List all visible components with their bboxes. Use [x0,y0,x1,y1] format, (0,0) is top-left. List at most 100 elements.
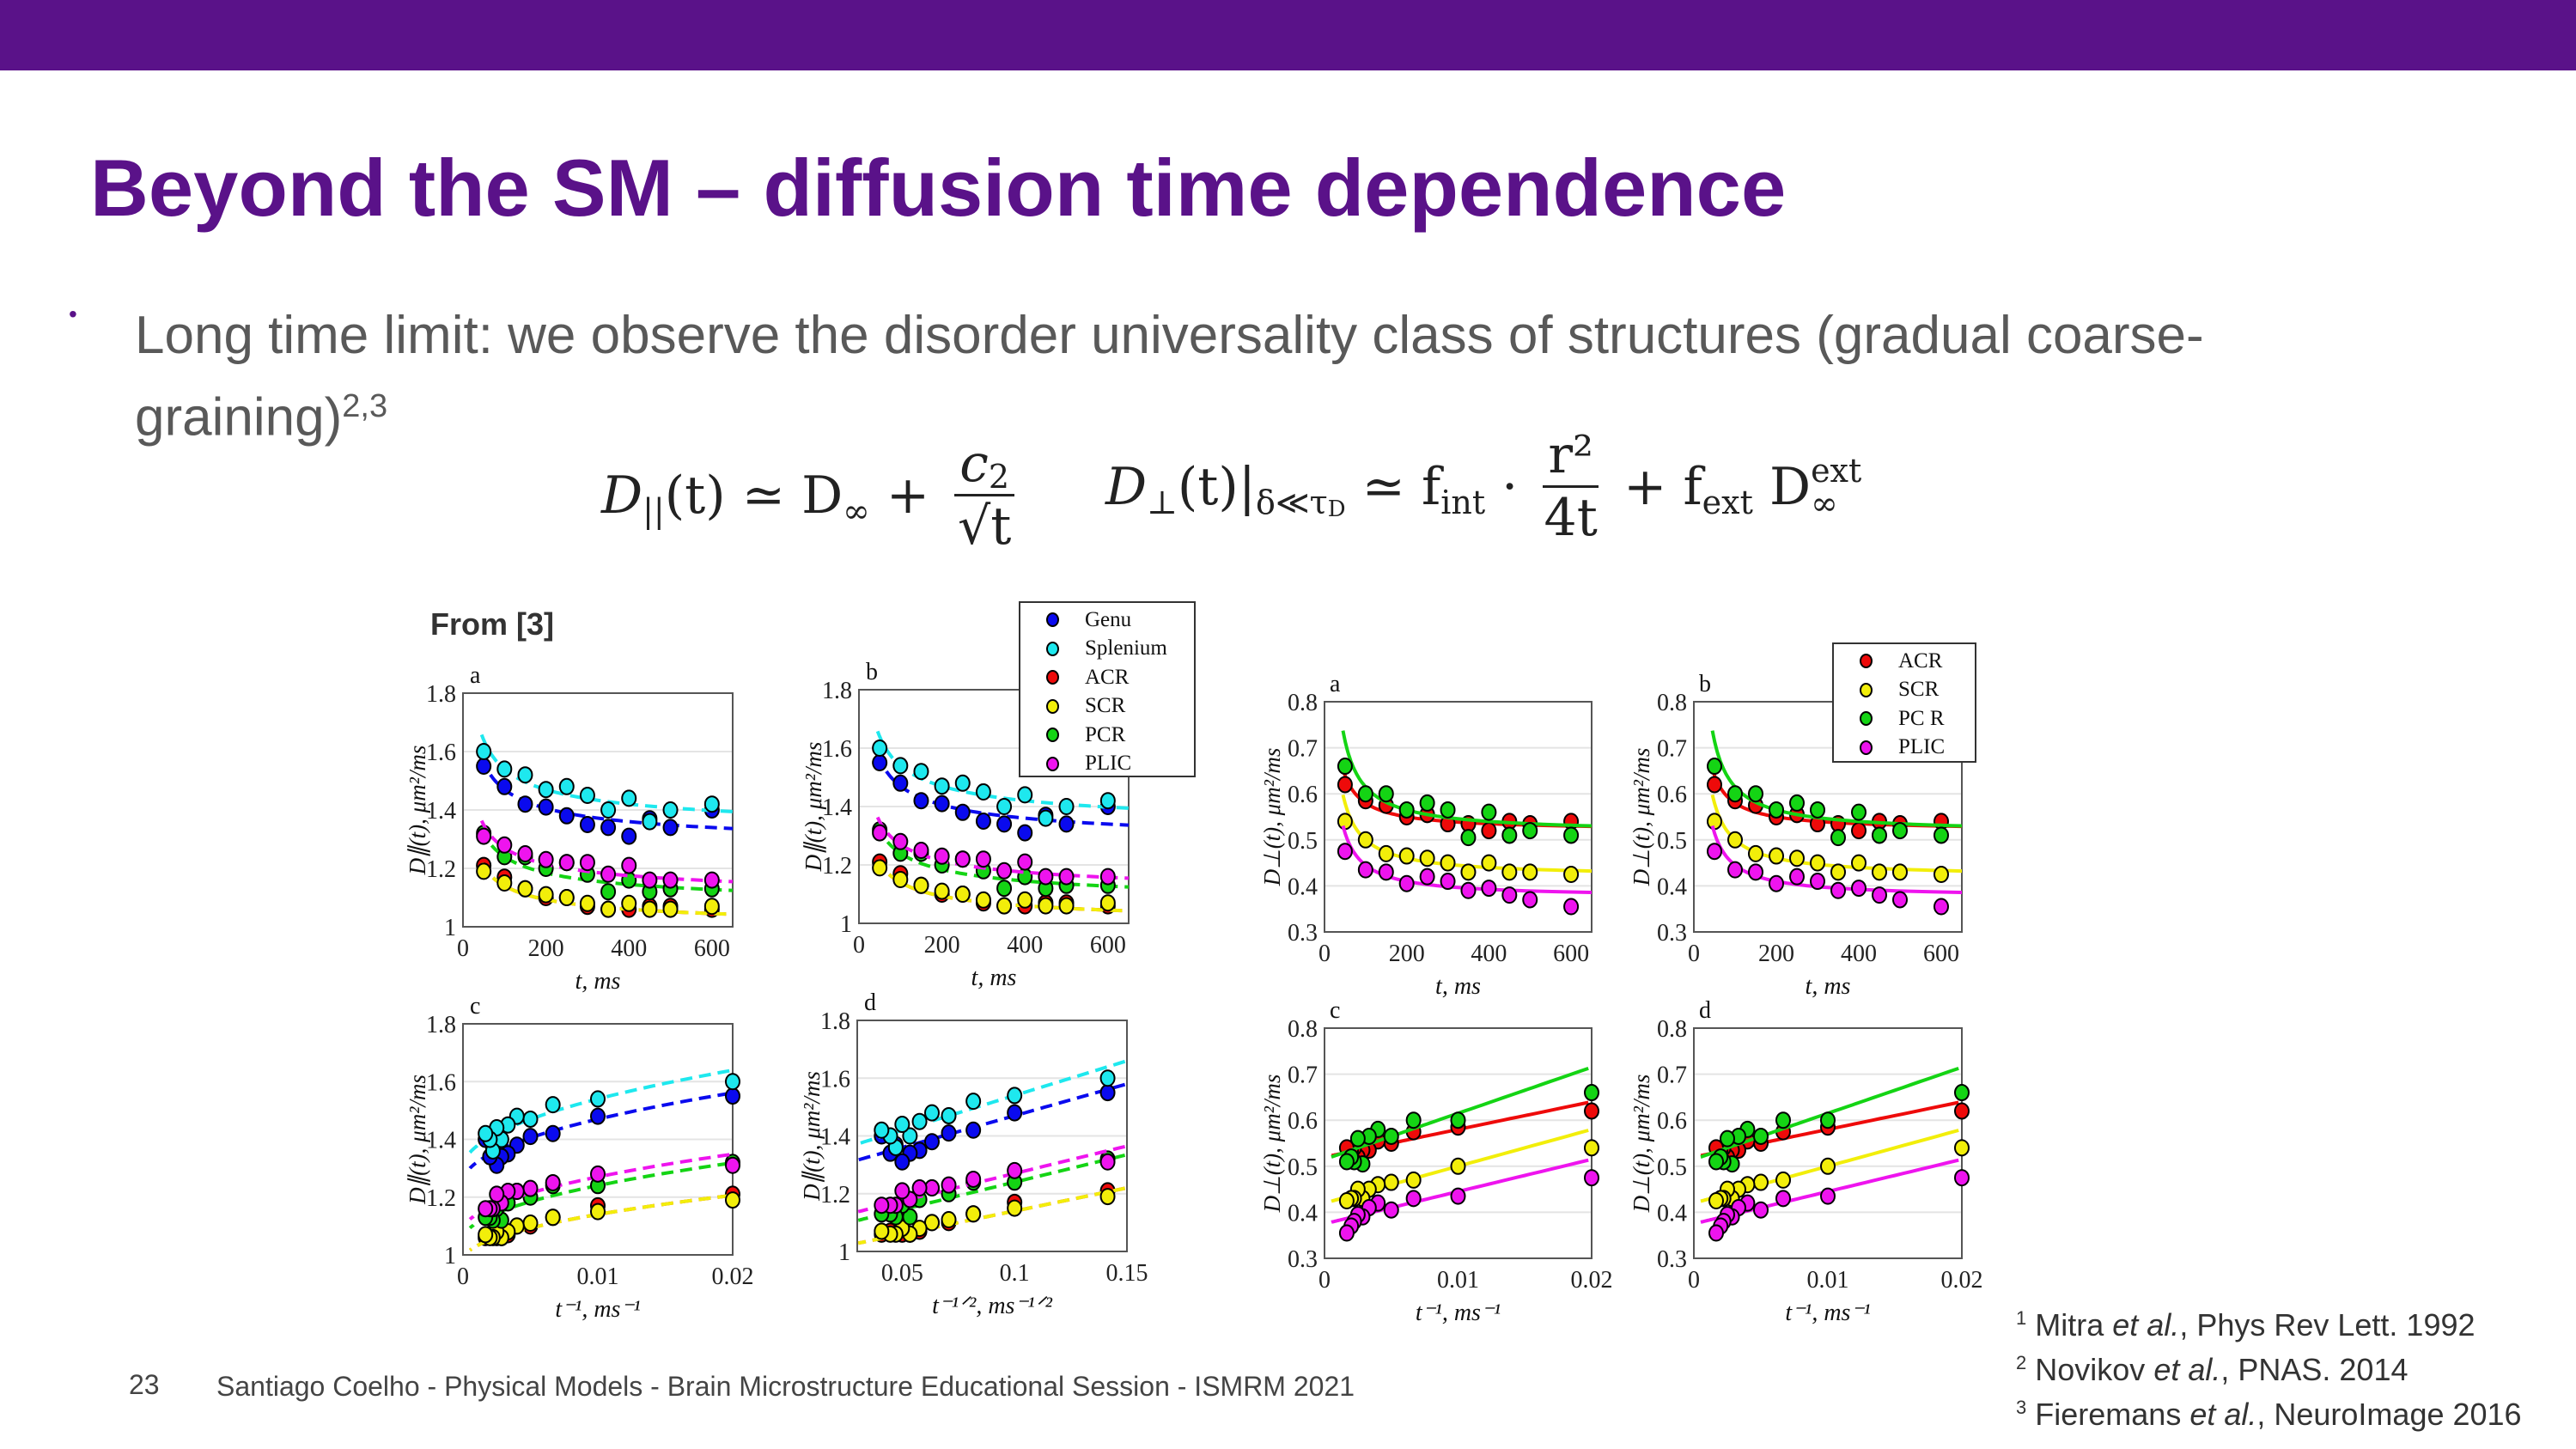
data-point-plic [662,871,679,889]
data-point-pcr [1440,801,1456,819]
y-tick-label: 0.8 [1657,690,1687,716]
data-point-scr [1038,897,1054,915]
data-point-plic [1450,1187,1466,1205]
x-tick-label: 200 [528,935,564,962]
data-point-scr [538,886,554,904]
data-point-pcr [1707,758,1722,776]
data-point-scr [941,1211,957,1229]
data-point-acr [1584,1102,1599,1120]
data-point-scr [517,880,533,898]
data-point-pcr [600,883,617,901]
data-point-plic [590,1165,606,1183]
data-point-genu [496,777,513,795]
data-point-scr [1775,1171,1791,1189]
data-point-scr [1058,897,1075,915]
data-point-genu [913,792,929,810]
data-point-genu [600,819,617,837]
data-point-plic [496,836,513,854]
data-point-genu [590,1107,606,1125]
reference-1: 1 Mitra et al., Phys Rev Lett. 1992 [2016,1307,2476,1343]
data-point-plic [1378,863,1394,881]
x-axis-label: t⁻¹ᐟ², ms⁻¹ᐟ² [932,1293,1052,1319]
data-point-plic [1398,874,1415,892]
data-point-plic [600,865,617,883]
y-axis-label: D∥(t), μm²/ms [405,1075,430,1205]
data-point-plic [703,871,720,889]
y-tick-label: 0.3 [1288,1246,1318,1273]
data-point-splenium [894,1116,910,1134]
x-tick-label: 0 [457,935,469,962]
fit-line-acr [1341,768,1592,829]
data-point-plic [517,845,533,862]
data-point-scr [1753,1173,1769,1191]
data-point-splenium [996,798,1013,815]
data-point-pcr [1501,826,1518,844]
data-point-splenium [923,1104,940,1122]
eq-term: D [601,465,643,526]
y-tick-label: 0.6 [1288,1108,1318,1135]
data-point-splenium [1099,792,1116,810]
data-point-genu [1007,1104,1023,1122]
data-point-plic [1038,868,1054,886]
data-point-plic [522,1179,539,1197]
y-tick-label: 1.2 [426,1185,456,1212]
y-tick-label: 0.3 [1288,920,1318,947]
data-point-plic [1522,891,1538,909]
data-point-plic [941,1176,957,1194]
plot-frame [1693,701,1963,933]
data-point-scr [1727,831,1743,849]
y-tick-label: 0.8 [1288,1016,1318,1043]
y-tick-label: 1.4 [426,798,456,825]
ref-num: 1 [2016,1307,2027,1329]
y-axis-label: D⊥(t), μm²/ms [1629,748,1654,887]
y-tick-label: 1 [838,1239,850,1266]
data-point-acr [1954,1102,1970,1120]
y-tick-label: 1.2 [426,856,456,883]
data-point-scr [1338,1192,1355,1209]
data-point-plic [579,854,595,872]
data-point-scr [1398,847,1415,865]
data-point-plic [1383,1201,1399,1219]
legend-item: PLIC [1020,750,1194,779]
data-point-pcr [1708,1153,1724,1171]
data-point-splenium [902,1127,918,1145]
y-axis-label: D∥(t), μm²/ms [801,742,826,873]
legend-marker-icon [1046,641,1059,656]
data-point-genu [934,795,950,813]
y-tick-label: 1.8 [426,1012,456,1038]
x-axis-label: t, ms [971,965,1017,991]
data-point-plic [545,1173,561,1191]
legend-label: PCR [1085,722,1126,746]
legend-label: ACR [1085,665,1130,689]
plot-frame [462,692,734,928]
legend-marker-icon [1860,654,1873,669]
data-point-pcr [1450,1111,1466,1129]
data-point-scr [1810,854,1825,872]
data-point-scr [1099,1188,1116,1206]
data-point-scr [621,894,637,912]
eq-term: D [1752,456,1812,517]
data-point-plic [1954,1169,1970,1187]
y-tick-label: 0.6 [1657,782,1687,808]
data-point-pcr [1820,1111,1836,1129]
eq-fraction: c2 √t [954,434,1015,557]
legend-marker-icon [1860,740,1873,755]
y-tick-label: 1.4 [820,1124,850,1151]
ref-etal: et al. [2189,1397,2257,1432]
ref-author: Novikov [2035,1352,2154,1387]
y-tick-label: 0.4 [1288,1200,1318,1227]
data-point-pcr [1892,822,1908,840]
y-tick-label: 0.4 [1288,874,1318,900]
data-point-splenium [1038,809,1054,827]
data-point-scr [1522,863,1538,881]
y-tick-label: 0.7 [1657,736,1687,763]
data-point-plic [874,1196,890,1215]
legend-item: SCR [1834,676,1975,705]
bullet-text: Long time limit: we observe the disorder… [135,301,2454,454]
y-tick-label: 0.8 [1657,1016,1687,1043]
panel-letter: d [864,989,876,1016]
legend-item: PCR [1020,721,1194,750]
data-point-splenium [517,766,533,784]
eq-term: √t [957,496,1012,557]
legend-item: ACR [1834,647,1975,676]
